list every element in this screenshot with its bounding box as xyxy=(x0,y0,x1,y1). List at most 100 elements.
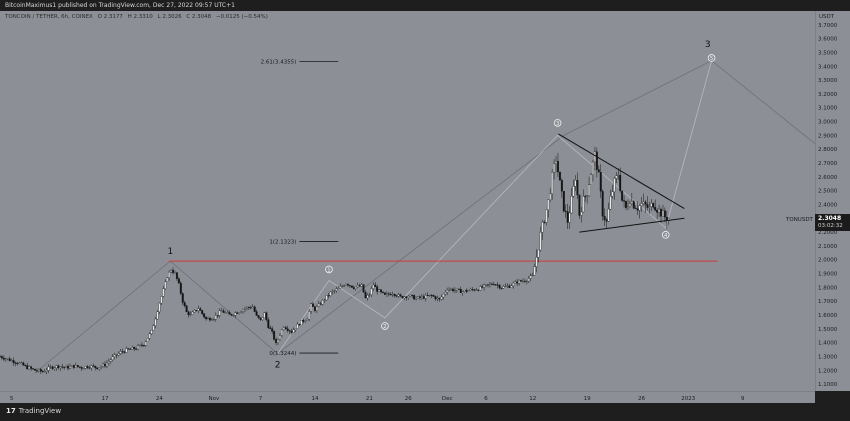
candle-body xyxy=(104,363,106,367)
candle xyxy=(259,317,262,321)
candle xyxy=(498,283,501,290)
candle-body xyxy=(331,291,334,293)
candle xyxy=(667,217,670,225)
candle xyxy=(658,204,661,217)
candle-body xyxy=(535,257,538,267)
candle xyxy=(477,289,480,292)
candle xyxy=(636,201,639,215)
price-tick-label: 2.2000 xyxy=(818,230,838,236)
candle-body xyxy=(135,348,138,350)
candle-body xyxy=(467,290,470,292)
candle-body xyxy=(170,270,173,273)
candle xyxy=(70,364,73,367)
symbol-name[interactable]: TONCOIN / TETHER, 6h, COINEX xyxy=(5,14,93,20)
candle xyxy=(648,201,651,214)
candle xyxy=(662,204,664,217)
candle xyxy=(162,285,165,298)
candle-body xyxy=(601,191,604,217)
candle xyxy=(69,363,71,370)
candle xyxy=(37,368,40,373)
price-tick-label: 1.9000 xyxy=(818,272,838,278)
price-axis[interactable] xyxy=(815,11,850,391)
candle-body xyxy=(210,319,213,321)
candle xyxy=(512,281,515,289)
time-axis-ticks: 5 17 24 Nov 7 14 21 26 Dec 6 12 19 26 2023 9 xyxy=(10,396,745,402)
candle-body xyxy=(514,281,517,284)
candle xyxy=(644,200,647,213)
candle-body xyxy=(570,196,573,214)
candle xyxy=(234,311,237,319)
candle xyxy=(273,330,276,341)
candle xyxy=(0,355,3,360)
time-axis[interactable] xyxy=(0,391,815,404)
candle-body xyxy=(269,327,272,329)
wave-marker-circle xyxy=(325,265,333,274)
candle-body xyxy=(642,201,645,204)
price-tick-label: 2.1000 xyxy=(818,244,838,250)
candle-body xyxy=(473,289,476,291)
candle-body xyxy=(413,295,416,300)
candle xyxy=(529,273,532,282)
candle xyxy=(41,369,44,373)
candle xyxy=(535,249,538,273)
candle xyxy=(490,282,493,286)
candle-body xyxy=(343,285,346,287)
candle xyxy=(446,287,449,296)
candle xyxy=(440,294,443,301)
candle-body xyxy=(440,296,443,300)
candle-body xyxy=(224,312,227,314)
candle-body xyxy=(448,289,451,291)
candle-body xyxy=(308,311,311,320)
candle-body xyxy=(253,306,256,312)
candle xyxy=(465,288,468,294)
candle-body xyxy=(279,335,281,340)
tradingview-brand[interactable]: 17 TradingView xyxy=(6,407,61,415)
candle xyxy=(432,294,435,297)
candle-body xyxy=(376,286,379,292)
candle-body xyxy=(282,327,285,331)
candle xyxy=(650,199,653,212)
candle-body xyxy=(32,368,35,370)
candle-body xyxy=(304,320,307,322)
time-tick-label: 17 xyxy=(101,396,108,402)
plot-area[interactable] xyxy=(0,11,815,391)
candle-body xyxy=(368,294,371,296)
candle-body xyxy=(605,219,608,222)
candle-body xyxy=(335,288,338,291)
candle-body xyxy=(380,289,383,293)
candle-body xyxy=(420,296,423,298)
candle xyxy=(527,275,530,283)
candle xyxy=(570,187,573,214)
candle-body xyxy=(617,175,620,177)
price-tick-label: 1.6000 xyxy=(818,313,838,319)
candle xyxy=(230,313,233,317)
candle xyxy=(343,284,346,287)
candle xyxy=(500,287,503,290)
candle xyxy=(140,342,143,348)
candle xyxy=(444,290,447,296)
candle xyxy=(481,284,484,289)
candle-body xyxy=(613,178,616,192)
candle xyxy=(430,294,433,299)
candle-body xyxy=(74,365,77,368)
candle xyxy=(228,310,231,315)
candle xyxy=(314,305,316,313)
candle-body xyxy=(529,275,532,279)
candle-body xyxy=(156,311,159,320)
symbol-legend[interactable]: TONCOIN / TETHER, 6h, COINEX O 2.3177 H … xyxy=(5,14,271,20)
candle-body xyxy=(230,314,233,316)
candle-body xyxy=(249,307,252,309)
candle xyxy=(78,366,81,369)
candle xyxy=(345,283,348,287)
candle xyxy=(593,146,596,171)
candle-body xyxy=(37,369,40,372)
candle-body xyxy=(294,328,297,331)
candle-body xyxy=(92,365,95,367)
candle xyxy=(205,316,208,321)
candle xyxy=(172,267,174,275)
wave-marker-minor-4: 4 xyxy=(661,231,670,239)
candle-body xyxy=(592,161,594,175)
candle xyxy=(508,283,511,289)
candle-body xyxy=(300,320,303,326)
candle xyxy=(209,316,211,322)
